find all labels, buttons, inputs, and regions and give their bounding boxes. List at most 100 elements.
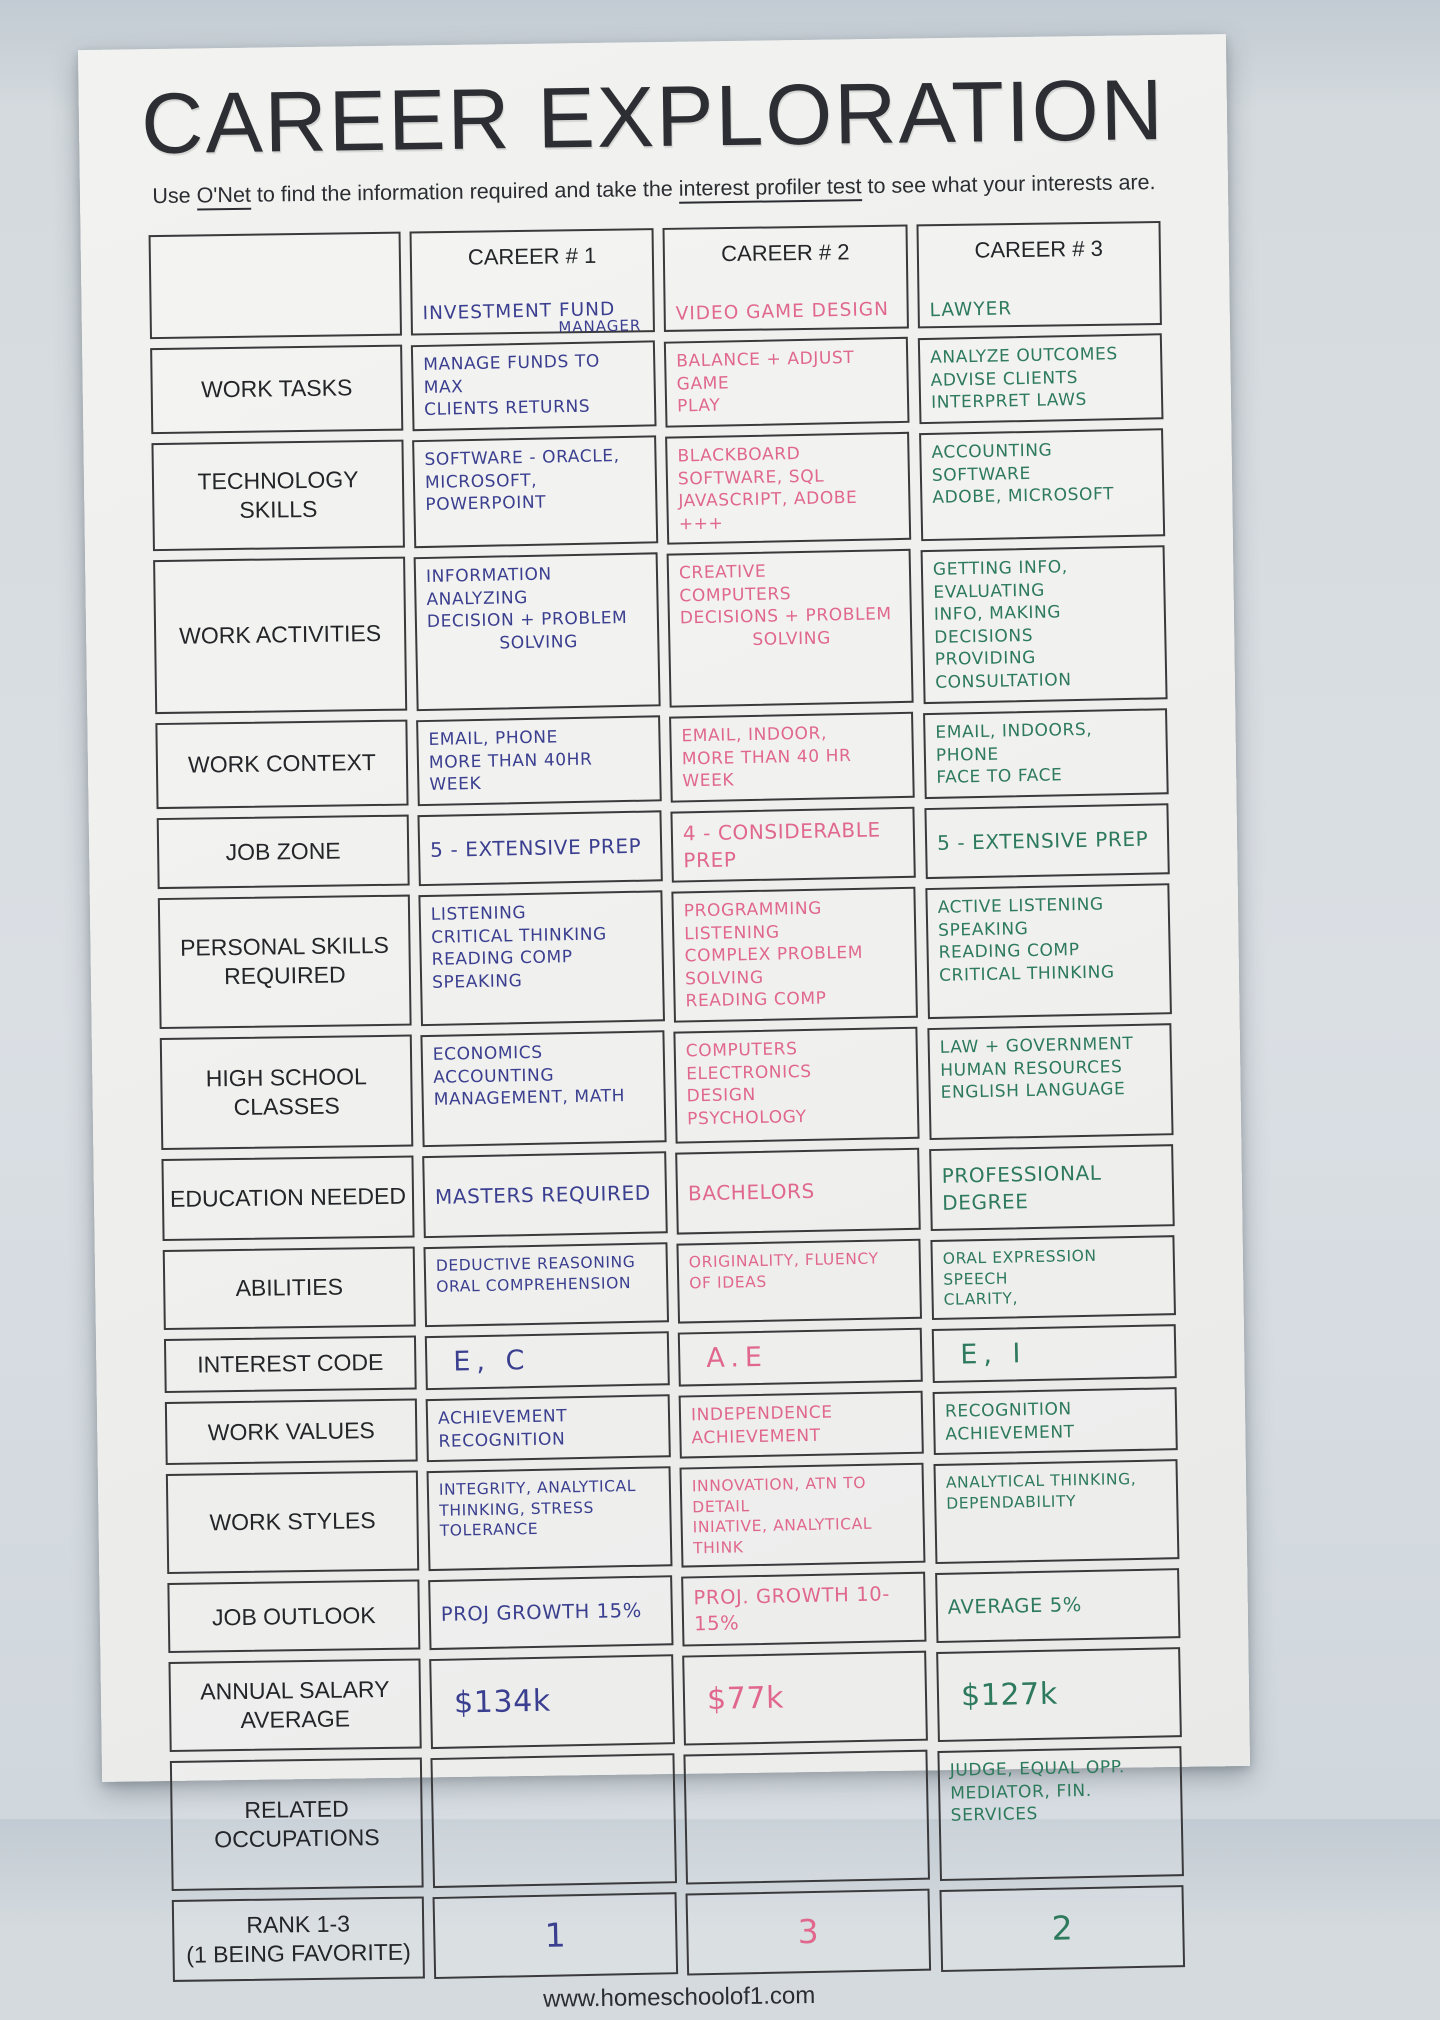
table-row: WORK STYLES INTEGRITY, ANALYTICAL THINKI… [165, 1459, 1180, 1575]
career-table: CAREER # 1 INVESTMENT FUND MANAGER CAREE… [148, 221, 1186, 1983]
table-header-row: CAREER # 1 INVESTMENT FUND MANAGER CAREE… [148, 221, 1162, 340]
table-row: WORK ACTIVITIES INFORMATION ANALYZING DE… [153, 545, 1168, 715]
career-1-cell: 1 [432, 1892, 679, 1980]
row-label: WORK TASKS [150, 344, 404, 434]
row-label: ANNUAL SALARY AVERAGE [168, 1658, 422, 1753]
career-1-cell: MASTERS REQUIRED [422, 1151, 669, 1239]
career-1-cell: ECONOMICS ACCOUNTING MANAGEMENT, MATH [420, 1030, 667, 1148]
career-2-cell: BLACKBOARD SOFTWARE, SQL JAVASCRIPT, ADO… [665, 431, 912, 545]
table-row: INTEREST CODE E, C A.E E, I [163, 1323, 1177, 1393]
career-1-cell: EMAIL, PHONE MORE THAN 40HR WEEK [416, 715, 663, 806]
career-3-cell: ORAL EXPRESSION SPEECH CLARITY, [930, 1235, 1176, 1320]
career-1-cell: DEDUCTIVE REASONING ORAL COMPREHENSION [423, 1242, 670, 1327]
table-row: WORK TASKS MANAGE FUNDS TO MAX CLIENTS R… [150, 333, 1164, 434]
career-3-cell: EMAIL, INDOORS, PHONE FACE TO FACE [922, 708, 1169, 799]
career-2-header-label: CAREER # 2 [720, 239, 850, 267]
career-2-cell: 3 [685, 1888, 932, 1976]
career-1-header-label: CAREER # 1 [467, 242, 597, 270]
career-2-cell: EMAIL, INDOOR, MORE THAN 40 HR WEEK [669, 711, 916, 803]
career-2-cell: CREATIVE COMPUTERS DECISIONS + PROBLEM S… [666, 549, 915, 708]
career-3-cell: ANALYTICAL THINKING, DEPENDABILITY [933, 1459, 1180, 1565]
row-label: TECHNOLOGY SKILLS [151, 439, 405, 552]
career-3-cell: 2 [939, 1885, 1186, 1973]
career-3-cell: 5 - EXTENSIVE PREP [924, 802, 1170, 880]
career-1-cell: SOFTWARE - ORACLE, MICROSOFT, POWERPOINT [412, 435, 659, 549]
table-row: WORK VALUES ACHIEVEMENT RECOGNITION INDE… [164, 1386, 1178, 1465]
row-label: RANK 1-3 (1 BEING FAVORITE) [171, 1896, 425, 1983]
table-row: RELATED OCCUPATIONS JUDGE, EQUAL OPP. ME… [169, 1746, 1184, 1892]
table-row: TECHNOLOGY SKILLS SOFTWARE - ORACLE, MIC… [151, 428, 1166, 552]
career-3-name-line1: LAWYER [929, 298, 1013, 322]
career-2-header: CAREER # 2 VIDEO GAME DESIGN [662, 224, 909, 332]
career-1-cell: ACHIEVEMENT RECOGNITION [425, 1393, 672, 1463]
career-2-cell: ORIGINALITY, FLUENCY OF IDEAS [676, 1238, 923, 1324]
table-row: RANK 1-3 (1 BEING FAVORITE) 1 3 2 [171, 1885, 1186, 1983]
career-1-cell [430, 1753, 678, 1889]
row-label: PERSONAL SKILLS REQUIRED [157, 894, 412, 1030]
career-1-cell: MANAGE FUNDS TO MAX CLIENTS RETURNS [410, 340, 657, 432]
career-1-header: CAREER # 1 INVESTMENT FUND MANAGER [409, 228, 656, 336]
career-1-cell: E, C [424, 1331, 671, 1390]
row-label: ABILITIES [162, 1246, 416, 1330]
career-3-cell: PROFESSIONAL DEGREE [928, 1144, 1175, 1232]
career-3-cell: $127k [935, 1647, 1182, 1743]
career-3-header-label: CAREER # 3 [974, 235, 1104, 263]
row-label: JOB OUTLOOK [167, 1579, 421, 1654]
row-label: HIGH SCHOOL CLASSES [159, 1034, 414, 1151]
row-label: INTEREST CODE [163, 1335, 417, 1393]
table-row: ABILITIES DEDUCTIVE REASONING ORAL COMPR… [162, 1235, 1176, 1330]
career-2-name: VIDEO GAME DESIGN [666, 299, 907, 331]
career-1-cell: PROJ GROWTH 15% [428, 1575, 674, 1651]
subtitle-suffix: to see what your interests are. [861, 170, 1156, 199]
career-1-cell: INFORMATION ANALYZING DECISION + PROBLEM… [413, 552, 661, 712]
career-1-cell: LISTENING CRITICAL THINKING READING COMP… [418, 890, 666, 1027]
worksheet-paper: CAREER EXPLORATION Use O'Net to find the… [77, 34, 1251, 2013]
table-row: HIGH SCHOOL CLASSES ECONOMICS ACCOUNTING… [159, 1023, 1174, 1151]
career-3-cell: AVERAGE 5% [934, 1568, 1181, 1644]
career-2-cell: PROGRAMMING LISTENING COMPLEX PROBLEM SO… [671, 886, 919, 1023]
career-2-cell: COMPUTERS ELECTRONICS DESIGN PSYCHOLOGY [673, 1026, 921, 1144]
table-row: ANNUAL SALARY AVERAGE $134k $77k $127k [168, 1647, 1182, 1753]
table-row: JOB OUTLOOK PROJ GROWTH 15% PROJ. GROWTH… [167, 1568, 1181, 1654]
page-title: CAREER EXPLORATION [140, 61, 1166, 173]
career-1-name: INVESTMENT FUND MANAGER [412, 298, 653, 336]
subtitle: Use O'Net to find the information requir… [100, 169, 1208, 211]
table-row: EDUCATION NEEDED MASTERS REQUIRED BACHEL… [161, 1144, 1175, 1242]
career-3-cell: ANALYZE OUTCOMES ADVISE CLIENTS INTERPRE… [917, 333, 1164, 424]
career-3-cell: GETTING INFO, EVALUATING INFO, MAKING DE… [920, 545, 1168, 705]
career-2-cell [683, 1749, 931, 1885]
interest-profiler-underlined-text: interest profiler test [678, 174, 862, 204]
career-3-cell: E, I [931, 1323, 1177, 1383]
table-rows: WORK TASKS MANAGE FUNDS TO MAX CLIENTS R… [150, 333, 1186, 1983]
career-3-cell: JUDGE, EQUAL OPP. MEDIATOR, FIN. SERVICE… [937, 1746, 1184, 1882]
career-2-cell: PROJ. GROWTH 10-15% [681, 1572, 928, 1647]
career-2-cell: A.E [678, 1327, 924, 1387]
career-2-cell: $77k [682, 1650, 929, 1746]
career-3-cell: LAW + GOVERNMENT HUMAN RESOURCES ENGLISH… [927, 1023, 1174, 1141]
subtitle-middle: to find the information required and tak… [250, 176, 679, 207]
career-3-header: CAREER # 3 LAWYER [916, 221, 1162, 329]
career-1-cell: 5 - EXTENSIVE PREP [417, 810, 664, 887]
row-label: EDUCATION NEEDED [161, 1155, 415, 1242]
career-2-cell: 4 - CONSIDERABLE PREP [670, 806, 917, 883]
career-2-cell: INNOVATION, ATN TO DETAIL INIATIVE, ANAL… [679, 1462, 927, 1568]
header-empty-cell [148, 231, 402, 340]
career-1-cell: INTEGRITY, ANALYTICAL THINKING, STRESS T… [426, 1466, 673, 1572]
onet-underlined-text: O'Net [196, 182, 252, 211]
row-label: WORK ACTIVITIES [153, 556, 408, 715]
career-3-cell: RECOGNITION ACHIEVEMENT [932, 1386, 1178, 1455]
table-row: WORK CONTEXT EMAIL, PHONE MORE THAN 40HR… [155, 708, 1169, 809]
table-row: JOB ZONE 5 - EXTENSIVE PREP 4 - CONSIDER… [156, 802, 1170, 890]
career-2-cell: INDEPENDENCE ACHIEVEMENT [678, 1390, 925, 1459]
career-3-cell: ACTIVE LISTENING SPEAKING READING COMP C… [925, 883, 1172, 1020]
career-2-cell: BACHELORS [675, 1147, 922, 1235]
career-1-cell: $134k [429, 1654, 676, 1750]
row-label: WORK STYLES [165, 1470, 420, 1575]
footer-url: www.homeschoolof1.com [542, 1982, 816, 2014]
career-3-name: LAWYER [919, 295, 1160, 327]
career-3-cell: ACCOUNTING SOFTWARE ADOBE, MICROSOFT [918, 428, 1166, 542]
career-2-name-line1: VIDEO GAME DESIGN [675, 298, 890, 325]
subtitle-prefix: Use [152, 183, 197, 209]
row-label: WORK VALUES [164, 1398, 418, 1465]
row-label: WORK CONTEXT [155, 719, 409, 809]
